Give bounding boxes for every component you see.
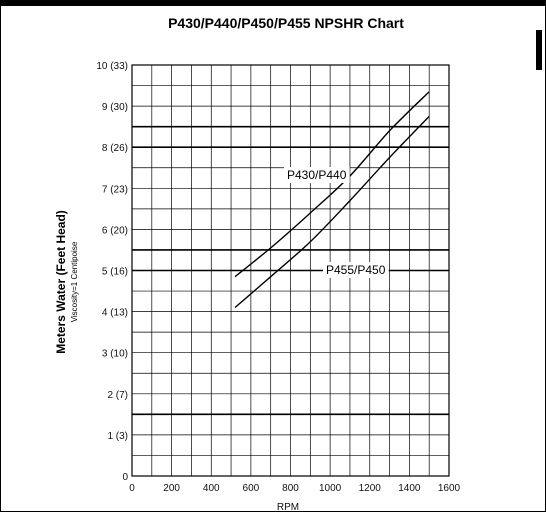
y-tick-label: 1 (3) — [107, 431, 128, 442]
y-tick-labels: 0 1 (3) 2 (7) 3 (10) 4 (13) 5 (16) 6 (20) 7 (23… — [96, 61, 128, 483]
series-lines — [234, 91, 430, 309]
plot-border — [131, 64, 450, 477]
x-tick-label: 800 — [282, 483, 299, 494]
series-label-p455-p450: P455/P450 — [326, 263, 386, 277]
series-label-bg-p430-p440 — [284, 167, 350, 183]
x-tick-label: 200 — [163, 483, 180, 494]
y-tick-label: 2 (7) — [107, 390, 128, 401]
y-axis-label: Meters Water (Feet Head) — [54, 210, 68, 354]
y-tick-label: 6 (20) — [102, 225, 128, 236]
series-label-bg-p455-p450 — [323, 262, 389, 278]
x-tick-label: 1400 — [398, 483, 421, 494]
top-border-strip — [0, 0, 546, 6]
y-tick-label: 4 (13) — [102, 308, 128, 319]
y-tick-label: 9 (30) — [102, 102, 128, 113]
x-tick-label: 0 — [129, 483, 135, 494]
x-tick-label: 400 — [203, 483, 220, 494]
series-label-p430-p440: P430/P440 — [287, 168, 347, 182]
y-tick-label: 10 (33) — [96, 61, 128, 72]
x-axis-label: RPM — [277, 502, 299, 512]
right-edge-mark — [536, 30, 542, 70]
series-line-p430-p440 — [234, 91, 430, 278]
series-line-p455-p450 — [234, 115, 430, 309]
x-tick-labels: 0 200 400 600 800 1000 1200 1400 1600 — [129, 483, 460, 494]
y-tick-label: 5 (16) — [102, 267, 128, 278]
chart-title: P430/P440/P450/P455 NPSHR Chart — [168, 15, 404, 31]
x-tick-label: 1200 — [359, 483, 382, 494]
grid-lines — [132, 65, 449, 476]
y-tick-label: 3 (10) — [102, 349, 128, 360]
x-tick-label: 1000 — [319, 483, 342, 494]
x-tick-label: 1600 — [438, 483, 461, 494]
x-tick-label: 600 — [243, 483, 260, 494]
y-tick-label: 7 (23) — [102, 184, 128, 195]
y-tick-label: 0 — [122, 472, 128, 483]
y-tick-label: 8 (26) — [102, 143, 128, 154]
y-axis-sublabel: Viscosity=1 Centipoise — [70, 241, 79, 322]
